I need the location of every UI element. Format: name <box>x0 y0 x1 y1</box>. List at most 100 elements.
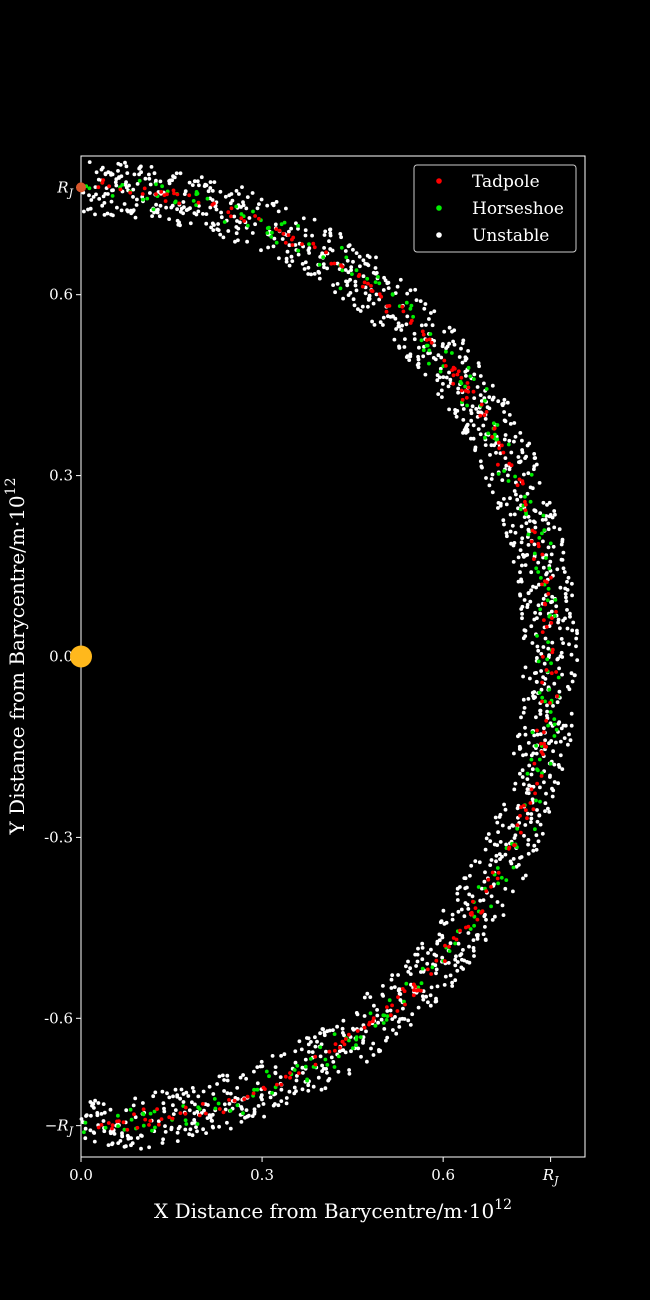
point-unstable <box>515 497 520 502</box>
point-tadpole <box>544 718 549 723</box>
point-unstable <box>197 183 201 188</box>
point-unstable <box>343 1050 348 1055</box>
point-unstable <box>204 221 209 226</box>
point-unstable <box>329 1055 334 1060</box>
point-unstable <box>310 1050 315 1054</box>
point-unstable <box>323 1086 328 1091</box>
point-unstable <box>110 188 114 193</box>
point-unstable <box>529 624 534 629</box>
point-unstable <box>220 1073 225 1078</box>
point-unstable <box>266 245 270 250</box>
point-unstable <box>106 1143 111 1147</box>
point-unstable <box>413 287 418 292</box>
point-unstable <box>541 500 546 505</box>
point-unstable <box>500 478 505 482</box>
point-tadpole <box>286 233 291 238</box>
point-unstable <box>448 377 453 382</box>
point-unstable <box>366 304 370 309</box>
point-unstable <box>241 1073 246 1077</box>
point-unstable <box>561 550 566 555</box>
point-unstable <box>416 946 420 951</box>
point-horseshoe <box>556 675 561 680</box>
point-unstable <box>523 628 528 633</box>
point-unstable <box>532 542 537 547</box>
point-tadpole <box>555 694 559 699</box>
point-horseshoe <box>194 190 199 194</box>
point-unstable <box>306 272 311 276</box>
point-unstable <box>388 1008 393 1013</box>
point-horseshoe <box>212 1097 217 1101</box>
point-unstable <box>325 1070 329 1075</box>
point-unstable <box>440 955 445 960</box>
y-tick-label: 0.3 <box>49 467 73 485</box>
point-horseshoe <box>128 1107 133 1112</box>
point-unstable <box>345 283 350 288</box>
point-unstable <box>435 378 440 383</box>
point-unstable <box>425 961 430 966</box>
point-unstable <box>417 345 421 350</box>
point-unstable <box>154 178 158 183</box>
point-unstable <box>289 254 294 259</box>
point-horseshoe <box>160 184 165 189</box>
point-unstable <box>472 396 477 400</box>
point-unstable <box>502 437 507 442</box>
point-unstable <box>454 414 459 419</box>
point-unstable <box>530 767 535 772</box>
point-unstable <box>217 1124 222 1129</box>
point-unstable <box>562 570 567 574</box>
point-unstable <box>407 358 412 362</box>
point-unstable <box>441 382 445 386</box>
point-unstable <box>174 171 179 176</box>
point-unstable <box>297 1039 302 1044</box>
point-unstable <box>504 842 508 847</box>
point-unstable <box>521 753 525 758</box>
point-unstable <box>557 527 562 532</box>
point-unstable <box>530 797 535 802</box>
point-unstable <box>284 1096 289 1100</box>
point-tadpole <box>324 250 328 255</box>
point-unstable <box>278 1075 283 1079</box>
point-horseshoe <box>552 717 557 721</box>
point-unstable <box>503 852 508 857</box>
point-unstable <box>538 732 543 737</box>
point-unstable <box>396 321 401 326</box>
point-unstable <box>571 620 576 625</box>
point-unstable <box>397 344 401 349</box>
point-unstable <box>538 712 543 716</box>
point-horseshoe <box>122 1127 127 1132</box>
point-tadpole <box>550 647 555 652</box>
point-unstable <box>471 946 476 950</box>
point-unstable <box>559 637 564 641</box>
point-unstable <box>83 1126 88 1131</box>
point-unstable <box>303 260 308 265</box>
point-tadpole <box>420 329 425 334</box>
point-unstable <box>522 472 526 477</box>
point-unstable <box>408 288 413 293</box>
point-horseshoe <box>270 1091 274 1095</box>
point-unstable <box>523 553 528 558</box>
point-unstable <box>438 920 443 925</box>
point-unstable <box>523 456 527 460</box>
point-tadpole <box>342 1042 347 1047</box>
point-horseshoe <box>222 220 227 224</box>
point-unstable <box>518 431 523 435</box>
point-unstable <box>252 1111 257 1116</box>
point-unstable <box>319 1087 324 1092</box>
point-unstable <box>521 710 526 715</box>
point-horseshoe <box>526 532 531 537</box>
point-unstable <box>382 1027 387 1031</box>
point-unstable <box>331 283 335 287</box>
point-unstable <box>539 687 544 692</box>
point-unstable <box>131 195 135 199</box>
point-tadpole <box>442 358 447 363</box>
point-unstable <box>537 582 541 587</box>
point-unstable <box>537 481 542 485</box>
point-tadpole <box>536 544 541 549</box>
point-tadpole <box>106 1121 111 1125</box>
point-unstable <box>312 217 317 222</box>
point-unstable <box>416 361 421 366</box>
point-unstable <box>366 263 371 268</box>
point-tadpole <box>311 241 316 246</box>
point-unstable <box>106 192 110 196</box>
point-unstable <box>447 325 452 330</box>
